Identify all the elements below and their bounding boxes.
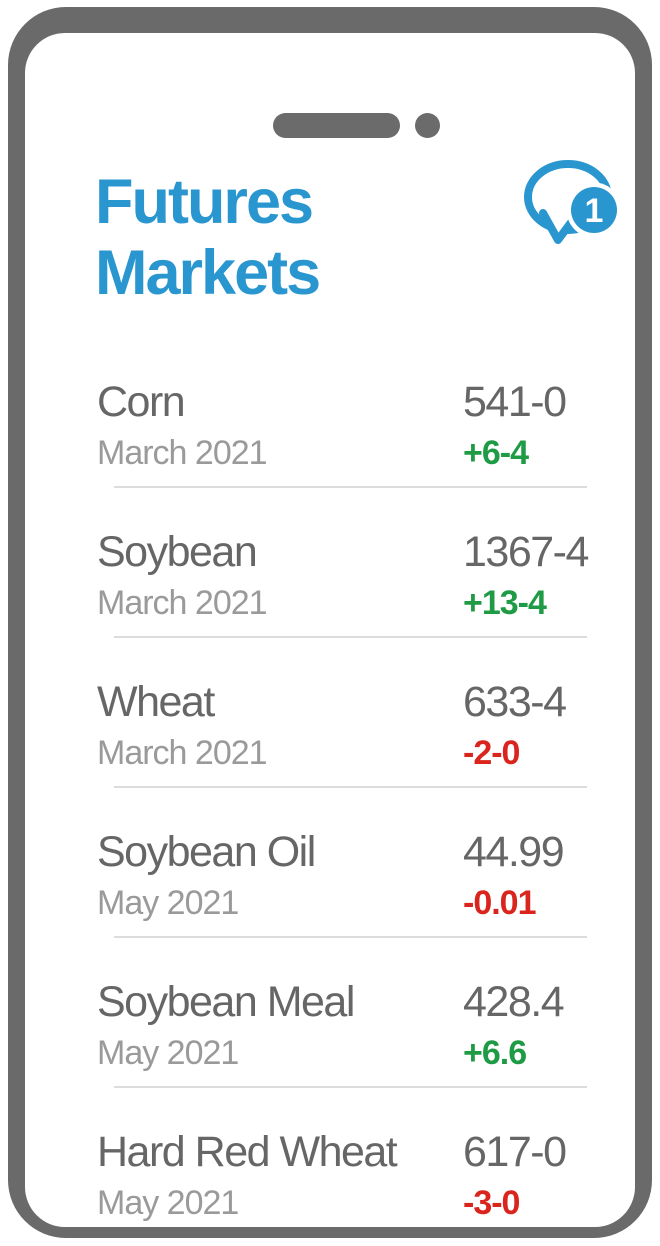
commodity-name: Soybean Meal [97,978,355,1026]
commodity-name: Hard Red Wheat [97,1128,398,1176]
contract-month: March 2021 [97,734,268,773]
commodity-name: Soybean [97,528,258,576]
notification-badge: 1 [566,182,622,238]
price-change: +13-4 [463,584,547,623]
row-divider [114,1086,587,1088]
price: 44.99 [463,828,565,876]
price: 541-0 [463,378,567,426]
quote-row-soybean-oil[interactable]: Soybean Oil May 2021 44.99 -0.01 [97,821,593,971]
row-divider [114,636,587,638]
phone-frame: Futures Markets 1 Corn March 20 [8,7,652,1238]
commodity-name: Wheat [97,678,215,726]
commodity-name: Soybean Oil [97,828,316,876]
price: 617-0 [463,1128,567,1176]
contract-month: March 2021 [97,584,268,623]
commodity-name: Corn [97,378,186,426]
price-change: +6-4 [463,434,529,473]
contract-month: May 2021 [97,884,239,923]
quote-row-hard-red-wheat[interactable]: Hard Red Wheat May 2021 617-0 -3-0 [97,1121,593,1227]
phone-screen: Futures Markets 1 Corn March 20 [25,33,635,1227]
quote-row-corn[interactable]: Corn March 2021 541-0 +6-4 [97,371,593,521]
chat-bubble-notification-icon[interactable]: 1 [523,159,623,249]
quotes-list: Corn March 2021 541-0 +6-4 Soybean March… [97,371,593,1227]
badge-count: 1 [585,192,604,230]
price: 428.4 [463,978,565,1026]
quote-row-wheat[interactable]: Wheat March 2021 633-4 -2-0 [97,671,593,821]
price-change: -0.01 [463,884,537,923]
camera-dot [415,113,440,138]
quote-row-soybean[interactable]: Soybean March 2021 1367-4 +13-4 [97,521,593,671]
contract-month: May 2021 [97,1034,239,1073]
page-title: Futures Markets [95,167,321,308]
price: 1367-4 [463,528,589,576]
price: 633-4 [463,678,567,726]
row-divider [114,486,587,488]
quote-row-soybean-meal[interactable]: Soybean Meal May 2021 428.4 +6.6 [97,971,593,1121]
price-change: -3-0 [463,1184,520,1223]
row-divider [114,936,587,938]
row-divider [114,786,587,788]
price-change: +6.6 [463,1034,527,1073]
price-change: -2-0 [463,734,520,773]
contract-month: March 2021 [97,434,268,473]
speaker-bar [273,113,400,138]
contract-month: May 2021 [97,1184,239,1223]
